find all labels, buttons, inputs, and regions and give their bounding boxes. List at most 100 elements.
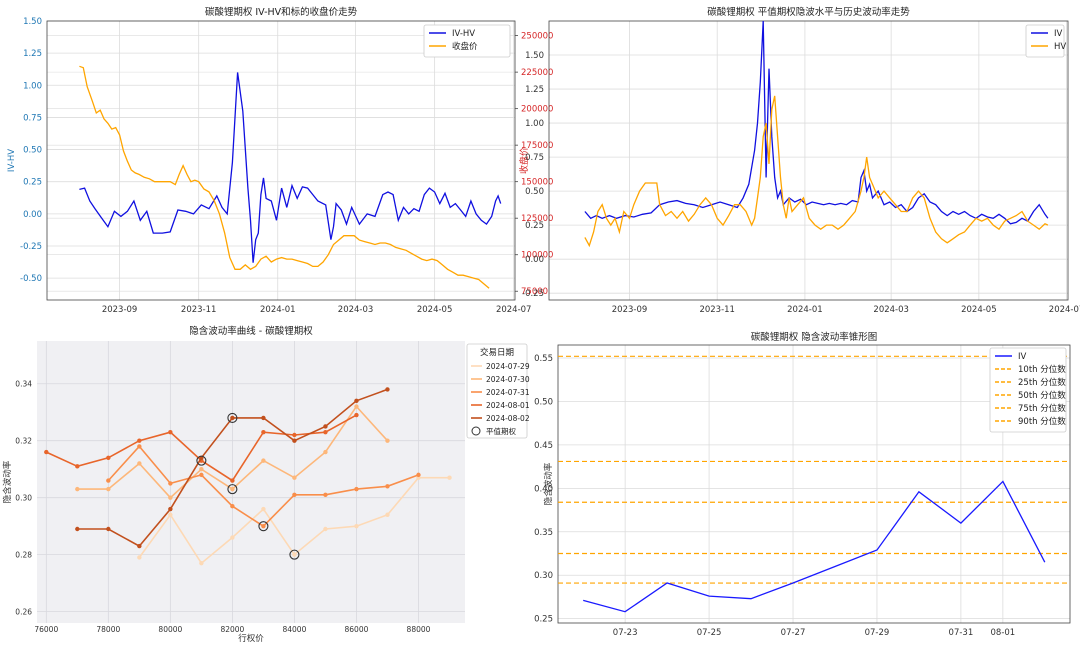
data-point [261,506,266,512]
y-tick-label: 1.00 [23,81,42,91]
y2-axis-label: 收盘价 [518,147,530,174]
y-tick-label: 0.50 [534,397,553,407]
series-line-iv-hv [79,72,502,263]
x-tick-label: 2024-05 [417,305,453,315]
y-tick-label: 1.00 [525,119,544,129]
y-tick-label: 0.75 [23,113,42,123]
series-line-hv [584,95,1049,248]
data-point [292,475,297,480]
x-tick-label: 84000 [282,625,306,634]
data-point [75,464,80,469]
atm-marker [258,521,269,532]
y-axis-label: 隐含波动率 [543,462,554,505]
y2-tick-label: 250000 [521,32,553,42]
x-tick-label: 07-25 [697,628,722,638]
x-tick-label: 76000 [34,625,58,634]
y2-tick-label: 125000 [521,214,553,224]
data-point [75,526,80,532]
x-tick-label: 07-23 [613,628,638,638]
y-tick-label: -0.25 [20,242,42,252]
y-tick-label: 0.50 [525,187,544,197]
data-point [137,543,142,549]
y2-tick-label: 175000 [521,141,553,151]
y-tick-label: 0.25 [525,221,544,231]
chart-iv-cone: 07-23 07-25 07-27 07-29 07-31 08-01 0.25 0.30 0.… [534,331,1071,638]
legend-title: 交易日期 [480,347,514,358]
y-tick-label: 0.00 [23,210,42,220]
data-point [168,481,173,486]
data-point [354,412,359,418]
legend-label: 10th 分位数 [1018,364,1066,375]
x-axis-label: 行权价 [238,633,264,644]
y-tick-label: 0.75 [525,153,544,163]
data-point [199,472,204,478]
x-tick-label: 2023-11 [699,305,735,315]
x-tick-label: 2024-03 [873,305,909,315]
x-tick-label: 2023-11 [181,305,217,315]
data-point [168,512,173,517]
atm-marker [227,412,238,423]
legend-label: 90th 分位数 [1018,416,1066,427]
atm-marker [227,484,238,495]
y-tick-label: -0.25 [522,289,544,299]
data-point [354,404,359,409]
data-point [385,512,390,517]
series-line-iv [583,480,1046,613]
chart-iv-hv-price: 2023-09 2023-11 2024-01 2024-03 2024-05 2024-… [7,6,553,315]
data-point [75,486,80,492]
data-point [137,444,142,449]
plot-frame [557,344,1071,624]
y-tick-label: 0.25 [534,615,553,625]
data-point [323,526,328,532]
data-point [385,484,390,489]
series-line-iv [584,20,1049,225]
legend-box [466,343,528,439]
y-tick-label: 0.00 [525,255,544,265]
data-point [106,526,111,532]
data-point [137,461,142,466]
data-point [230,486,235,492]
data-point [354,398,359,404]
y-axis-label: IV-HV [7,149,17,172]
legend-label: 2024-07-30 [486,375,530,384]
y-tick-label: 0.30 [534,571,553,581]
y2-tick-label: 150000 [521,178,553,188]
y-tick-label: 0.28 [15,551,32,560]
data-point [106,486,111,492]
chart-title: 碳酸锂期权 平值期权隐波水平与历史波动率走势 [707,6,910,18]
plot-frame [548,20,1069,301]
data-point [292,438,297,443]
y2-tick-label: 225000 [521,68,553,78]
data-point [261,458,266,463]
data-point [230,415,235,421]
x-tick-label: 07-31 [949,628,974,638]
chart-title: 碳酸锂期权 隐含波动率锥形图 [751,331,878,343]
data-point [137,555,142,560]
y-tick-label: 0.55 [534,354,553,364]
y-tick-label: 0.25 [23,178,42,188]
legend-label: IV [1054,29,1063,39]
legend-label: 平值期权 [486,426,516,436]
data-point [137,438,142,443]
x-tick-label: 2023-09 [612,305,648,315]
y-tick-label: -0.50 [20,274,42,284]
legend-label: 2024-07-31 [486,388,530,397]
data-point [261,523,266,529]
legend-label: IV-HV [452,29,475,39]
plot-frame [46,20,516,301]
y-tick-label: 1.25 [23,49,42,59]
x-tick-label: 07-27 [781,628,806,638]
data-point [168,495,173,500]
chart-iv-smile: 76000 78000 80000 82000 84000 86000 88000 0.26 0… [2,325,530,644]
legend-label: 收盘价 [452,41,478,52]
legend-label: 2024-07-29 [486,362,530,371]
chart-title: 碳酸锂期权 IV-HV和标的收盘价走势 [205,6,358,18]
data-point [416,472,421,478]
data-point [168,429,173,435]
y-tick-label: 0.32 [15,437,32,446]
y-tick-label: 0.45 [534,441,553,451]
data-point [292,552,297,557]
x-tick-label: 88000 [407,625,431,634]
x-tick-label: 2023-09 [102,305,138,315]
data-point [385,387,390,392]
